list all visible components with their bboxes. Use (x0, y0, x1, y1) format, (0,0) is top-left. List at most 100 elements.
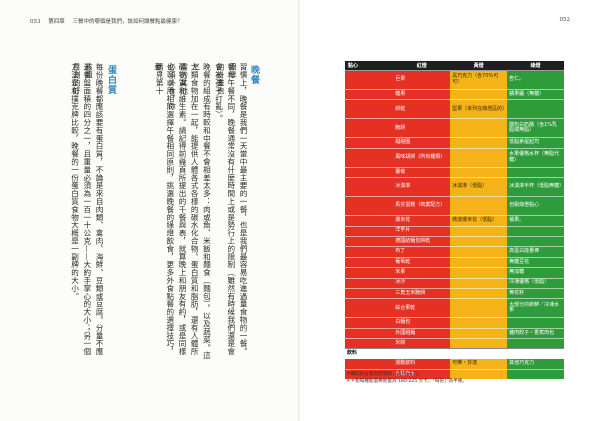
table-cell (345, 177, 394, 197)
table-row: 外國甜麵 雞肉餃子・香蕉肉包 (345, 327, 564, 339)
table-row: 脆餅 酸奶白奶酪（含1%乳脂或無脂） (345, 118, 564, 138)
left-header: 053 第四章 三餐中的哪個是我們，該如何讓餐點最健康？ (30, 17, 183, 25)
table-row: 薯條 (345, 166, 564, 178)
section-drinks-label: 飲料 (345, 348, 564, 359)
table-cell: 冰淇淋 (393, 177, 451, 197)
table-cell: 薯條 (393, 166, 451, 178)
note-line: ＊＊對每種能量棒熱量為 180-225 大卡，「每份」為半條。 (346, 379, 467, 384)
table-cell (450, 368, 508, 380)
table-cell (450, 147, 508, 168)
table-cell: 低脂茅屋起司 (507, 137, 564, 149)
table-cell: 無糖豆花 (507, 256, 564, 268)
text-column: 過餐盤面積的四分之一，且重量必須為一百一十公克——大約手掌心的大小；另一個目測的… (72, 63, 92, 356)
table-cell (450, 277, 508, 289)
table-cell (345, 118, 394, 138)
table-cell: 高蛋白能量棒 (507, 246, 564, 258)
section-title-protein: 蛋白質 (106, 65, 116, 95)
table-cell (450, 118, 508, 138)
table-row: 冰沙 冷凍優格（低脂） (345, 277, 564, 289)
table-cell (507, 317, 564, 329)
table-cell (345, 99, 394, 119)
table-cell (345, 338, 394, 349)
chapter-title: 三餐中的哪個是我們，該如何讓餐點最健康？ (72, 19, 183, 25)
table-cell: 葡萄乾 (393, 256, 451, 268)
header-red: 紅燈 (393, 61, 451, 71)
table-cell: 蘋果醬（無糖） (507, 88, 564, 100)
table-cell (345, 225, 394, 237)
table-cell: 馬芬蛋糕（商業配方） (393, 196, 451, 216)
table-cell (345, 246, 394, 258)
table-row: 綜合果乾 大部分的新鮮／冷凍水果 (345, 298, 564, 318)
table-cell: 巨果 (393, 70, 451, 90)
table-row: 葡萄乾 無糖豆花 (345, 256, 564, 268)
table-cell: 水果優格水杯（無脂代糖） (507, 147, 564, 168)
table-cell: 堅果（未列在綠燈區的） (450, 99, 507, 119)
table-cell: 可樂・芬達 (450, 358, 508, 370)
table-cell (345, 298, 394, 318)
note-line: ＊攝取的分量有所限制（請見 P25）。 (346, 372, 423, 377)
table-notes: ＊攝取的分量有所限制（請見 P25）。 ＊＊對每種能量棒熱量為 180-225 … (346, 371, 467, 385)
text-column: 習慣上，晚餐是我們一天當中最主要的一餐，也是我們最容易吃進過量食物的一餐。跟早 (228, 63, 248, 356)
table-cell (345, 88, 394, 100)
table-cell (507, 368, 564, 380)
table-cell (507, 166, 564, 178)
table-cell: 黑巧克力（含70%可可） (450, 70, 508, 90)
table-cell (345, 215, 394, 227)
table-cell (345, 196, 394, 216)
table-cell: 綜合果乾 (393, 298, 451, 318)
section-title-dinner: 晚餐 (249, 65, 259, 85)
table-cell (450, 298, 508, 318)
table-row: 運動飲料 可樂・芬達 其他巧克力 (345, 358, 564, 370)
table-row: 白麵包 (345, 317, 564, 329)
table-header-row: 點心 紅燈 黃燈 綠燈 (345, 61, 564, 71)
table-cell: 外國甜麵 (393, 327, 451, 339)
table-cell (345, 70, 394, 90)
table-row: 米餅 (345, 338, 564, 349)
table-cell: 風味胡餅（所有種類） (393, 147, 451, 168)
table-cell: 自製綠燈點心 (507, 196, 564, 216)
table-row: 巨果 黑巧克力（含70%可可） 杏仁。 (345, 70, 564, 90)
table-cell: 脆餅 (393, 118, 451, 138)
table-cell: 冷凍優格（低脂） (507, 277, 564, 289)
table-cell: 含糖汽水 (393, 368, 451, 380)
text-column: 章。 (153, 63, 163, 79)
table-cell (450, 225, 508, 237)
table-cell (450, 256, 508, 268)
table-cell: 三角玉米脆餅 (393, 287, 451, 299)
table-row: 糖果 蘋果醬（無糖） (345, 88, 564, 100)
table-cell (507, 225, 564, 237)
left-page-number: 053 (30, 19, 41, 25)
table-cell: 無花籽 (507, 287, 564, 299)
table-cell (450, 246, 508, 258)
table-cell (450, 338, 508, 349)
table-cell (507, 99, 564, 119)
table-cell: 橘果。 (507, 215, 564, 227)
table-cell: 酸奶白奶酪（含1%乳脂或無脂） (507, 118, 564, 138)
table-cell (345, 287, 394, 299)
header-yellow: 黃燈 (450, 61, 508, 71)
table-row: 布丁 高蛋白能量棒 (345, 246, 564, 258)
snack-traffic-light-table: 點心 紅燈 黃燈 綠燈 巨果 黑巧克力（含70%可可） 杏仁。 糖果 蘋果醬（無糖） 餅乾… (345, 61, 564, 380)
table-row: 餅乾 堅果（未列在綠燈區的） (345, 99, 564, 119)
table-cell: 微波爆米花（低脂） (450, 215, 508, 227)
text-column: 大類食物加在一起，能提供人體各式各樣的碳水化合物、蛋白質和脂肪，還有人體所需的其… (179, 63, 200, 356)
table-cell: 冰沙 (393, 277, 451, 289)
text-column: 餐和午餐不同，晚餐通常沒有什麼時間上或是勢行上的限制（雖然有時候我們還是會的計畫… (216, 63, 236, 356)
left-page: 053 第四章 三餐中的哪個是我們，該如何讓餐點最健康？ 晚餐 習慣上，晚餐是我… (30, 17, 259, 360)
table-row: 風味胡餅（所有種類） 水果優格水杯（無脂代糖） (345, 147, 564, 168)
table-cell (345, 358, 394, 370)
table-cell (345, 277, 394, 289)
table-row: 三角玉米脆餅 無花籽 (345, 287, 564, 299)
header-snack: 點心 (345, 61, 394, 71)
text-column: 每份晚餐都應該要有蛋白質，不論是來自肉類、禽肉、海鮮、豆類或豆腐。分量不應該超 (84, 63, 104, 356)
table-row: 含糖汽水 (345, 368, 564, 380)
header-green: 綠燈 (507, 61, 564, 71)
table-cell (345, 317, 394, 329)
table-section-drinks: 飲料 (345, 348, 564, 359)
table-row: 洋芋片 (345, 225, 564, 237)
table-cell: 冰淇淋（低脂） (450, 177, 508, 197)
table-cell: 運動飲料 (393, 358, 451, 370)
table-cell (450, 166, 508, 178)
table-cell (450, 137, 508, 149)
